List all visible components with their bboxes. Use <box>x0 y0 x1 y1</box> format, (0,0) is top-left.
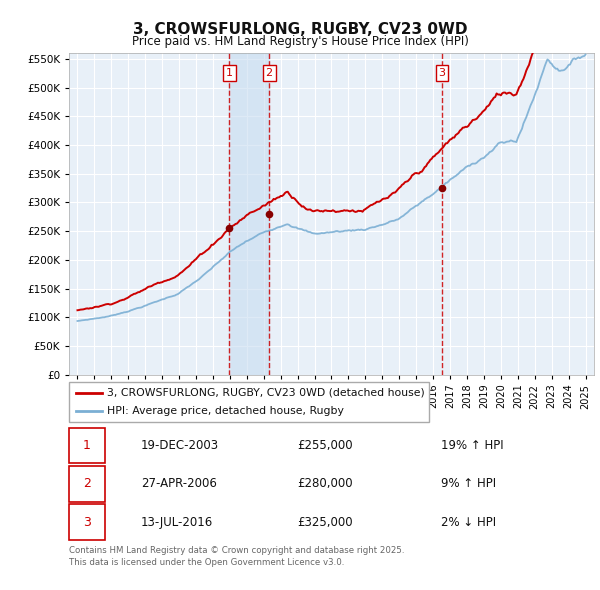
Text: HPI: Average price, detached house, Rugby: HPI: Average price, detached house, Rugb… <box>107 405 344 415</box>
Bar <box>229 53 269 375</box>
Text: 19% ↑ HPI: 19% ↑ HPI <box>441 439 503 452</box>
Text: 3: 3 <box>439 68 446 78</box>
Text: 2: 2 <box>266 68 273 78</box>
Text: Contains HM Land Registry data © Crown copyright and database right 2025.
This d: Contains HM Land Registry data © Crown c… <box>69 546 404 566</box>
Text: 2% ↓ HPI: 2% ↓ HPI <box>441 516 496 529</box>
Text: 1: 1 <box>83 439 91 452</box>
Text: Price paid vs. HM Land Registry's House Price Index (HPI): Price paid vs. HM Land Registry's House … <box>131 35 469 48</box>
Text: 9% ↑ HPI: 9% ↑ HPI <box>441 477 496 490</box>
Text: £280,000: £280,000 <box>297 477 353 490</box>
Text: 13-JUL-2016: 13-JUL-2016 <box>141 516 213 529</box>
Text: £255,000: £255,000 <box>297 439 353 452</box>
Text: 2: 2 <box>83 477 91 490</box>
Text: 27-APR-2006: 27-APR-2006 <box>141 477 217 490</box>
Text: £325,000: £325,000 <box>297 516 353 529</box>
Text: 19-DEC-2003: 19-DEC-2003 <box>141 439 219 452</box>
Text: 3: 3 <box>83 516 91 529</box>
Text: 3, CROWSFURLONG, RUGBY, CV23 0WD (detached house): 3, CROWSFURLONG, RUGBY, CV23 0WD (detach… <box>107 388 425 398</box>
Text: 1: 1 <box>226 68 233 78</box>
Text: 3, CROWSFURLONG, RUGBY, CV23 0WD: 3, CROWSFURLONG, RUGBY, CV23 0WD <box>133 22 467 37</box>
